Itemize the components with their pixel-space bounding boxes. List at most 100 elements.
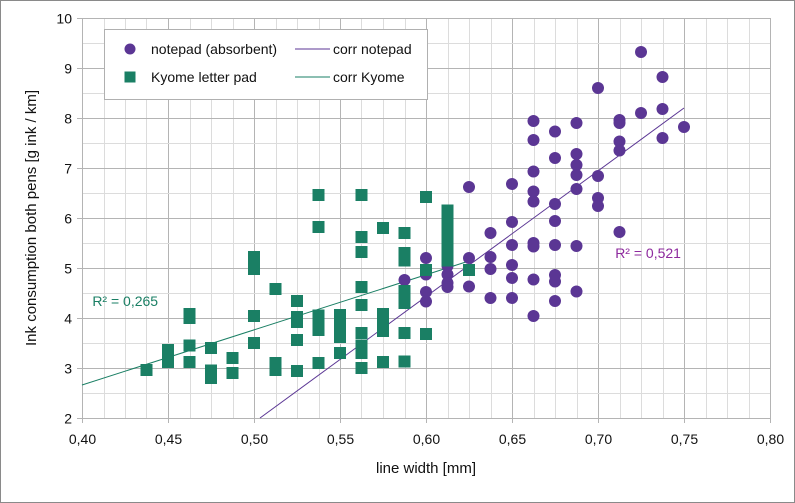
data-point-kyome	[355, 231, 368, 243]
x-tick-label: 0,65	[499, 431, 526, 447]
data-point-kyome	[312, 357, 325, 369]
data-point-notepad	[463, 252, 475, 264]
data-point-notepad	[570, 148, 583, 160]
data-point-kyome	[312, 324, 325, 336]
data-point-kyome	[377, 222, 389, 234]
data-point-notepad	[570, 183, 583, 195]
legend-label-corr-kyome: corr Kyome	[333, 69, 405, 85]
data-point-notepad	[527, 115, 540, 127]
data-point-notepad	[420, 252, 432, 264]
data-point-kyome	[355, 362, 368, 374]
data-point-kyome	[355, 246, 368, 258]
x-tick-label: 0,75	[671, 431, 698, 447]
data-point-kyome	[441, 244, 454, 257]
data-point-kyome	[463, 264, 475, 276]
data-point-notepad	[613, 144, 626, 157]
data-point-notepad	[527, 165, 540, 178]
x-tick-label: 0,55	[327, 431, 354, 447]
data-point-kyome	[140, 364, 153, 376]
data-point-notepad	[527, 134, 540, 146]
data-point-notepad	[592, 170, 604, 182]
data-point-notepad	[527, 195, 540, 208]
data-point-notepad	[506, 272, 518, 284]
data-point-notepad	[549, 152, 561, 164]
data-point-kyome	[377, 325, 389, 337]
data-point-kyome	[269, 283, 282, 295]
data-point-notepad	[613, 117, 626, 129]
data-points	[140, 46, 690, 384]
data-point-kyome	[355, 281, 368, 293]
data-point-kyome	[291, 295, 303, 307]
x-axis-title: line width [mm]	[376, 460, 476, 477]
data-point-kyome	[183, 339, 196, 352]
data-point-notepad	[463, 181, 475, 193]
y-tick-label: 4	[64, 311, 72, 327]
data-point-kyome	[355, 327, 368, 339]
legend-circle-icon	[124, 43, 136, 55]
y-tick-label: 3	[64, 361, 72, 377]
data-point-notepad	[656, 103, 669, 115]
data-point-kyome	[398, 227, 411, 239]
data-point-notepad	[635, 107, 647, 119]
data-point-notepad	[506, 216, 518, 228]
data-point-notepad	[549, 215, 561, 227]
data-point-notepad	[484, 227, 497, 239]
data-point-kyome	[269, 364, 282, 376]
r2-label: R² = 0,521	[615, 245, 681, 261]
data-point-notepad	[441, 268, 454, 281]
data-point-notepad	[613, 135, 626, 148]
data-point-notepad	[570, 159, 583, 171]
y-tick-label: 2	[64, 411, 72, 427]
data-point-notepad	[570, 285, 583, 298]
y-tick-label: 10	[56, 11, 72, 27]
data-point-kyome	[162, 344, 174, 356]
r2-labels: R² = 0,521 R² = 0,265	[92, 245, 681, 309]
data-point-notepad	[527, 310, 540, 322]
data-point-kyome	[205, 342, 217, 354]
data-point-notepad	[549, 295, 561, 307]
data-point-notepad	[527, 240, 540, 253]
data-point-notepad	[592, 200, 604, 212]
data-point-kyome	[226, 367, 239, 379]
data-point-notepad	[613, 226, 626, 238]
data-point-kyome	[312, 189, 325, 201]
data-point-notepad	[527, 185, 540, 198]
data-point-kyome	[183, 356, 196, 368]
data-point-kyome	[355, 347, 368, 359]
data-point-kyome	[377, 356, 389, 368]
y-tick-label: 9	[64, 61, 72, 77]
legend-box	[104, 29, 428, 100]
data-point-kyome	[248, 310, 260, 322]
x-tick-label: 0,50	[241, 431, 268, 447]
data-point-kyome	[334, 347, 346, 359]
data-point-kyome	[226, 352, 239, 364]
data-point-kyome	[248, 251, 260, 263]
data-point-kyome	[398, 297, 411, 309]
data-point-notepad	[420, 286, 432, 298]
data-point-kyome	[312, 221, 325, 233]
data-point-notepad	[484, 251, 497, 263]
data-point-kyome	[441, 227, 454, 239]
axes: 0,40 0,45 0,50 0,55 0,60 0,65 0,70 0,75 0,80 2 3 4 5…	[56, 11, 784, 448]
data-point-notepad	[656, 71, 669, 83]
data-point-notepad	[398, 274, 411, 286]
x-tick-label: 0,40	[69, 431, 96, 447]
r2-label: R² = 0,265	[92, 293, 158, 309]
data-point-kyome	[183, 312, 196, 324]
data-point-notepad	[570, 169, 583, 181]
data-point-notepad	[506, 292, 518, 304]
data-point-notepad	[592, 82, 604, 94]
y-tick-label: 8	[64, 111, 72, 127]
data-point-notepad	[484, 263, 497, 275]
data-point-kyome	[420, 264, 432, 276]
data-point-notepad	[420, 295, 432, 308]
data-point-kyome	[420, 191, 432, 203]
data-point-kyome	[398, 355, 411, 368]
data-point-kyome	[420, 328, 432, 340]
data-point-kyome	[441, 254, 454, 267]
data-point-notepad	[678, 121, 690, 133]
data-point-kyome	[334, 331, 346, 343]
data-point-kyome	[291, 334, 303, 346]
data-point-kyome	[248, 337, 260, 349]
